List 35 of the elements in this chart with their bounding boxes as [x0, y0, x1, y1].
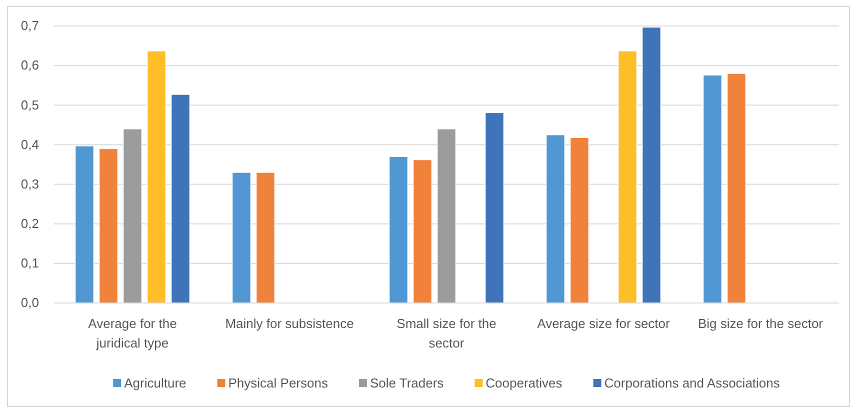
legend-label: Sole Traders [370, 376, 444, 391]
legend-label: Corporations and Associations [604, 376, 780, 391]
x-tick-label: Mainly for subsistence [225, 316, 354, 332]
bar [436, 128, 456, 304]
legend-label: Agriculture [124, 376, 186, 391]
legend-label: Cooperatives [486, 376, 563, 391]
x-tick-label: Small size for the sector [396, 316, 496, 351]
x-tick-label: Average for the juridical type [88, 316, 177, 351]
bar [146, 50, 166, 304]
bar [484, 112, 504, 304]
bar [726, 73, 746, 304]
bar [122, 128, 142, 304]
y-tick-label: 0,6 [20, 58, 39, 73]
y-tick-label: 0,3 [20, 176, 39, 192]
bar [170, 94, 190, 304]
bar [74, 146, 94, 304]
bar [388, 156, 408, 304]
legend-label: Physical Persons [228, 376, 328, 391]
y-tick-label: 0,2 [20, 216, 39, 232]
y-tick-label: 0,4 [20, 136, 39, 152]
bar [642, 26, 662, 304]
y-tick-label: 0,1 [20, 256, 39, 271]
bar [546, 134, 566, 304]
bar [98, 148, 118, 304]
x-tick-label: Big size for the sector [698, 316, 824, 332]
bar [256, 172, 276, 304]
x-tick-label: Average size for sector [537, 316, 671, 332]
bar [412, 159, 432, 304]
y-tick-label: 0,0 [20, 295, 39, 310]
bar [232, 172, 252, 304]
y-tick-label: 0,5 [20, 97, 39, 112]
y-tick-label: 0,7 [20, 18, 39, 34]
bar [570, 137, 590, 304]
bar [702, 74, 722, 304]
bar [618, 50, 638, 304]
